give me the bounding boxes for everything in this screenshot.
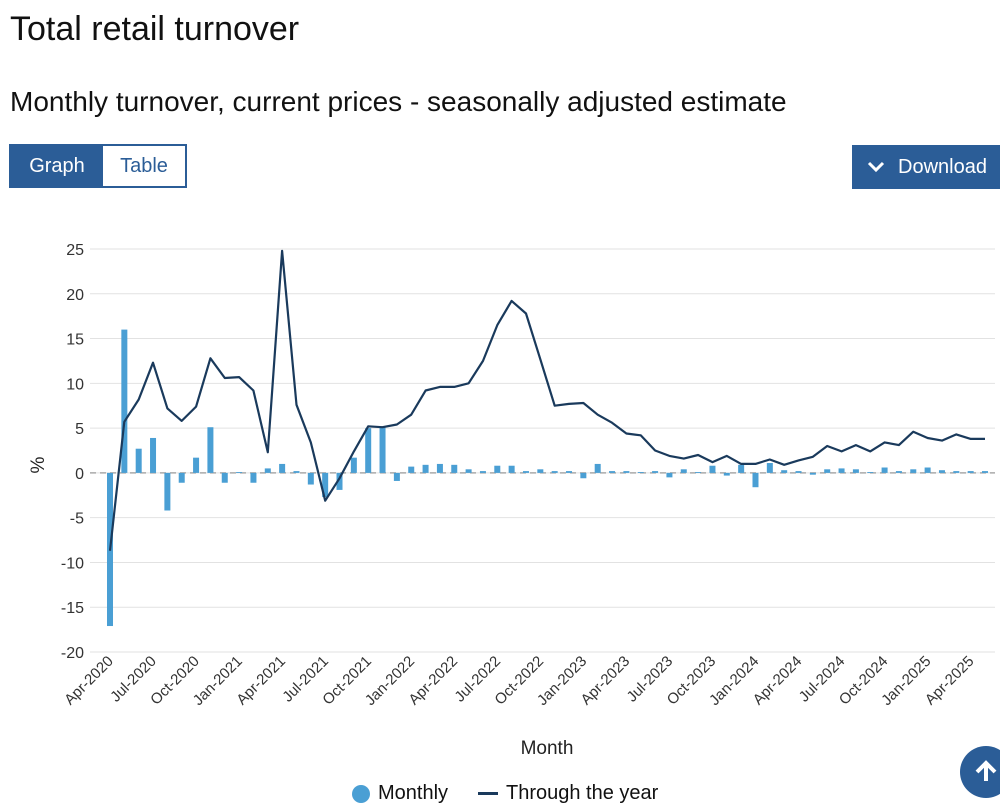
bar-monthly (393, 472, 400, 481)
chart-subtitle: Monthly turnover, current prices - seaso… (10, 86, 787, 117)
line-through-the-year (108, 249, 985, 551)
bar-monthly (752, 472, 759, 488)
bar-monthly (766, 463, 773, 473)
bar-monthly (795, 471, 802, 473)
bar-monthly (322, 472, 329, 498)
download-button[interactable]: Download (852, 145, 1000, 189)
y-tick-label: -5 (70, 511, 84, 528)
bar-monthly (580, 472, 587, 479)
tab-table[interactable]: Table (103, 146, 185, 186)
legend-label-monthly: Monthly (378, 782, 449, 804)
bar-monthly (207, 427, 214, 473)
bar-monthly (293, 471, 300, 473)
y-tick-label: 15 (66, 332, 84, 349)
bar-monthly (465, 469, 472, 473)
bar-monthly (938, 470, 945, 473)
y-tick-label: 20 (66, 287, 84, 304)
y-tick-label: 0 (75, 466, 84, 483)
bar-monthly (451, 464, 458, 473)
bar-monthly (178, 472, 185, 483)
bar-monthly (150, 437, 157, 473)
bar-monthly (537, 469, 544, 473)
y-tick-label: -15 (61, 600, 84, 617)
bar-monthly (408, 466, 415, 473)
bar-monthly (350, 457, 357, 473)
bar-monthly (738, 464, 745, 473)
bar-monthly (824, 469, 831, 473)
page-title: Total retail turnover (10, 10, 300, 48)
bar-monthly (953, 471, 960, 473)
bar-monthly (479, 471, 486, 473)
y-tick-label: 5 (75, 421, 84, 438)
legend-item-through-the-year[interactable]: Through the year (478, 782, 658, 805)
bar-monthly (193, 457, 200, 473)
bar-monthly (236, 471, 243, 473)
bar-monthly (666, 472, 673, 478)
bar-monthly (221, 472, 228, 483)
bar-monthly (164, 472, 171, 511)
x-axis-label: Month (521, 738, 574, 759)
bar-monthly (723, 472, 730, 476)
bar-monthly (508, 465, 515, 473)
y-tick-label: -10 (61, 555, 84, 572)
bar-monthly (436, 463, 443, 473)
tab-graph[interactable]: Graph (11, 146, 103, 186)
bar-monthly (422, 464, 429, 473)
bar-monthly (264, 468, 271, 473)
bar-monthly (838, 468, 845, 473)
bar-monthly (852, 469, 859, 473)
bar-monthly (695, 471, 702, 473)
bar-monthly (135, 448, 142, 473)
legend-swatch-through-the-year (478, 792, 498, 795)
chart-area: 2520151050-5-10-15-20Apr-2020Jul-2020Oct… (28, 242, 995, 759)
bar-monthly (895, 471, 902, 473)
bar-monthly (494, 465, 501, 473)
bar-monthly (809, 472, 816, 475)
bar-monthly (967, 471, 974, 473)
bar-monthly (336, 472, 343, 490)
bar-monthly (566, 471, 573, 473)
bar-monthly (379, 427, 386, 473)
bar-monthly (365, 428, 372, 473)
bar-monthly (594, 463, 601, 473)
bar-monthly (623, 471, 630, 473)
chevron-down-icon (867, 161, 885, 173)
legend-swatch-monthly (352, 784, 370, 803)
bar-monthly (307, 472, 314, 485)
bar-monthly (250, 472, 257, 483)
bar-monthly (982, 471, 988, 473)
bar-monthly (522, 471, 529, 473)
bar-monthly (551, 471, 558, 473)
bar-monthly (121, 329, 128, 473)
legend-label-through-the-year: Through the year (506, 782, 659, 804)
bar-monthly (867, 471, 874, 473)
bar-monthly (709, 465, 716, 473)
view-toggle: Graph Table (9, 144, 187, 188)
scroll-to-top-button[interactable] (960, 746, 1000, 798)
y-tick-label: 10 (66, 376, 84, 393)
y-axis-label: % (28, 456, 49, 473)
download-label: Download (898, 155, 987, 178)
bar-monthly (881, 467, 888, 473)
bar-monthly (910, 469, 917, 473)
legend-item-monthly[interactable]: Monthly (352, 782, 448, 805)
bar-monthly (609, 471, 616, 473)
y-tick-label: 25 (66, 242, 84, 259)
bar-monthly (781, 470, 788, 473)
y-tick-label: -20 (61, 645, 84, 662)
bar-monthly (637, 471, 644, 473)
bar-monthly (279, 463, 286, 473)
bar-monthly (652, 471, 659, 473)
chart-legend: Monthly Through the year (0, 782, 1000, 806)
arrow-up-icon (975, 760, 997, 781)
bar-monthly (680, 469, 687, 473)
bar-monthly (924, 467, 931, 473)
